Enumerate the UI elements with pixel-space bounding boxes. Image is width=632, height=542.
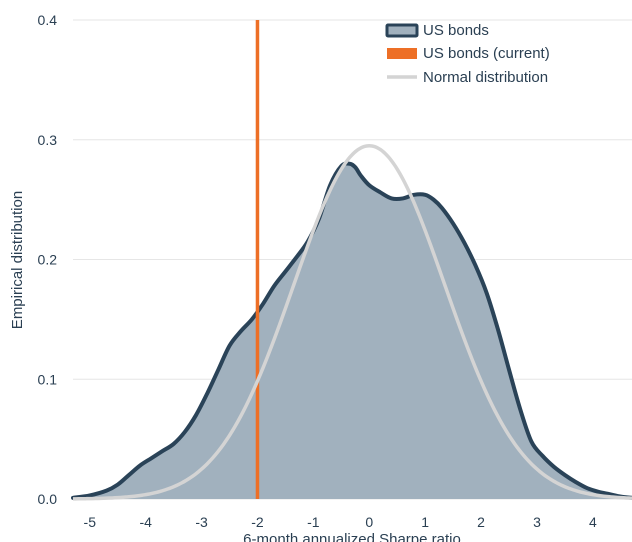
y-tick-label: 0.2 (38, 252, 58, 268)
legend-swatch-us-bonds-current (387, 48, 417, 59)
y-axis-title: Empirical distribution (9, 191, 26, 329)
legend-label: Normal distribution (423, 69, 548, 86)
y-tick-label: 0.0 (38, 491, 58, 507)
x-tick-label: -2 (251, 514, 264, 530)
x-tick-label: 3 (533, 514, 541, 530)
legend: US bonds US bonds (current) Normal distrib… (385, 22, 550, 86)
us-bonds-outline (71, 161, 632, 500)
x-tick-label: 2 (477, 514, 485, 530)
y-tick-label: 0.4 (38, 12, 58, 28)
x-tick-label: -3 (195, 514, 208, 530)
plot-area (71, 20, 632, 501)
x-tick-label: -4 (139, 514, 152, 530)
x-tick-label: -5 (84, 514, 97, 530)
us-bonds-area (73, 163, 632, 499)
axes: 0.0 0.1 0.2 0.3 0.4 -5 -4 -3 -2 -1 0 1 2 3 4 (38, 12, 597, 530)
x-tick-label: 1 (421, 514, 429, 530)
normal-distribution-curve (72, 143, 632, 501)
x-tick-label: 4 (589, 514, 597, 530)
legend-swatch-us-bonds (385, 23, 419, 38)
y-tick-label: 0.1 (38, 371, 58, 387)
x-tick-label: 0 (365, 514, 373, 530)
y-tick-label: 0.3 (38, 132, 58, 148)
legend-label: US bonds (current) (423, 45, 550, 62)
x-tick-label: -1 (307, 514, 320, 530)
x-axis-title: 6-month annualized Sharpe ratio (243, 531, 461, 542)
legend-label: US bonds (423, 22, 489, 39)
